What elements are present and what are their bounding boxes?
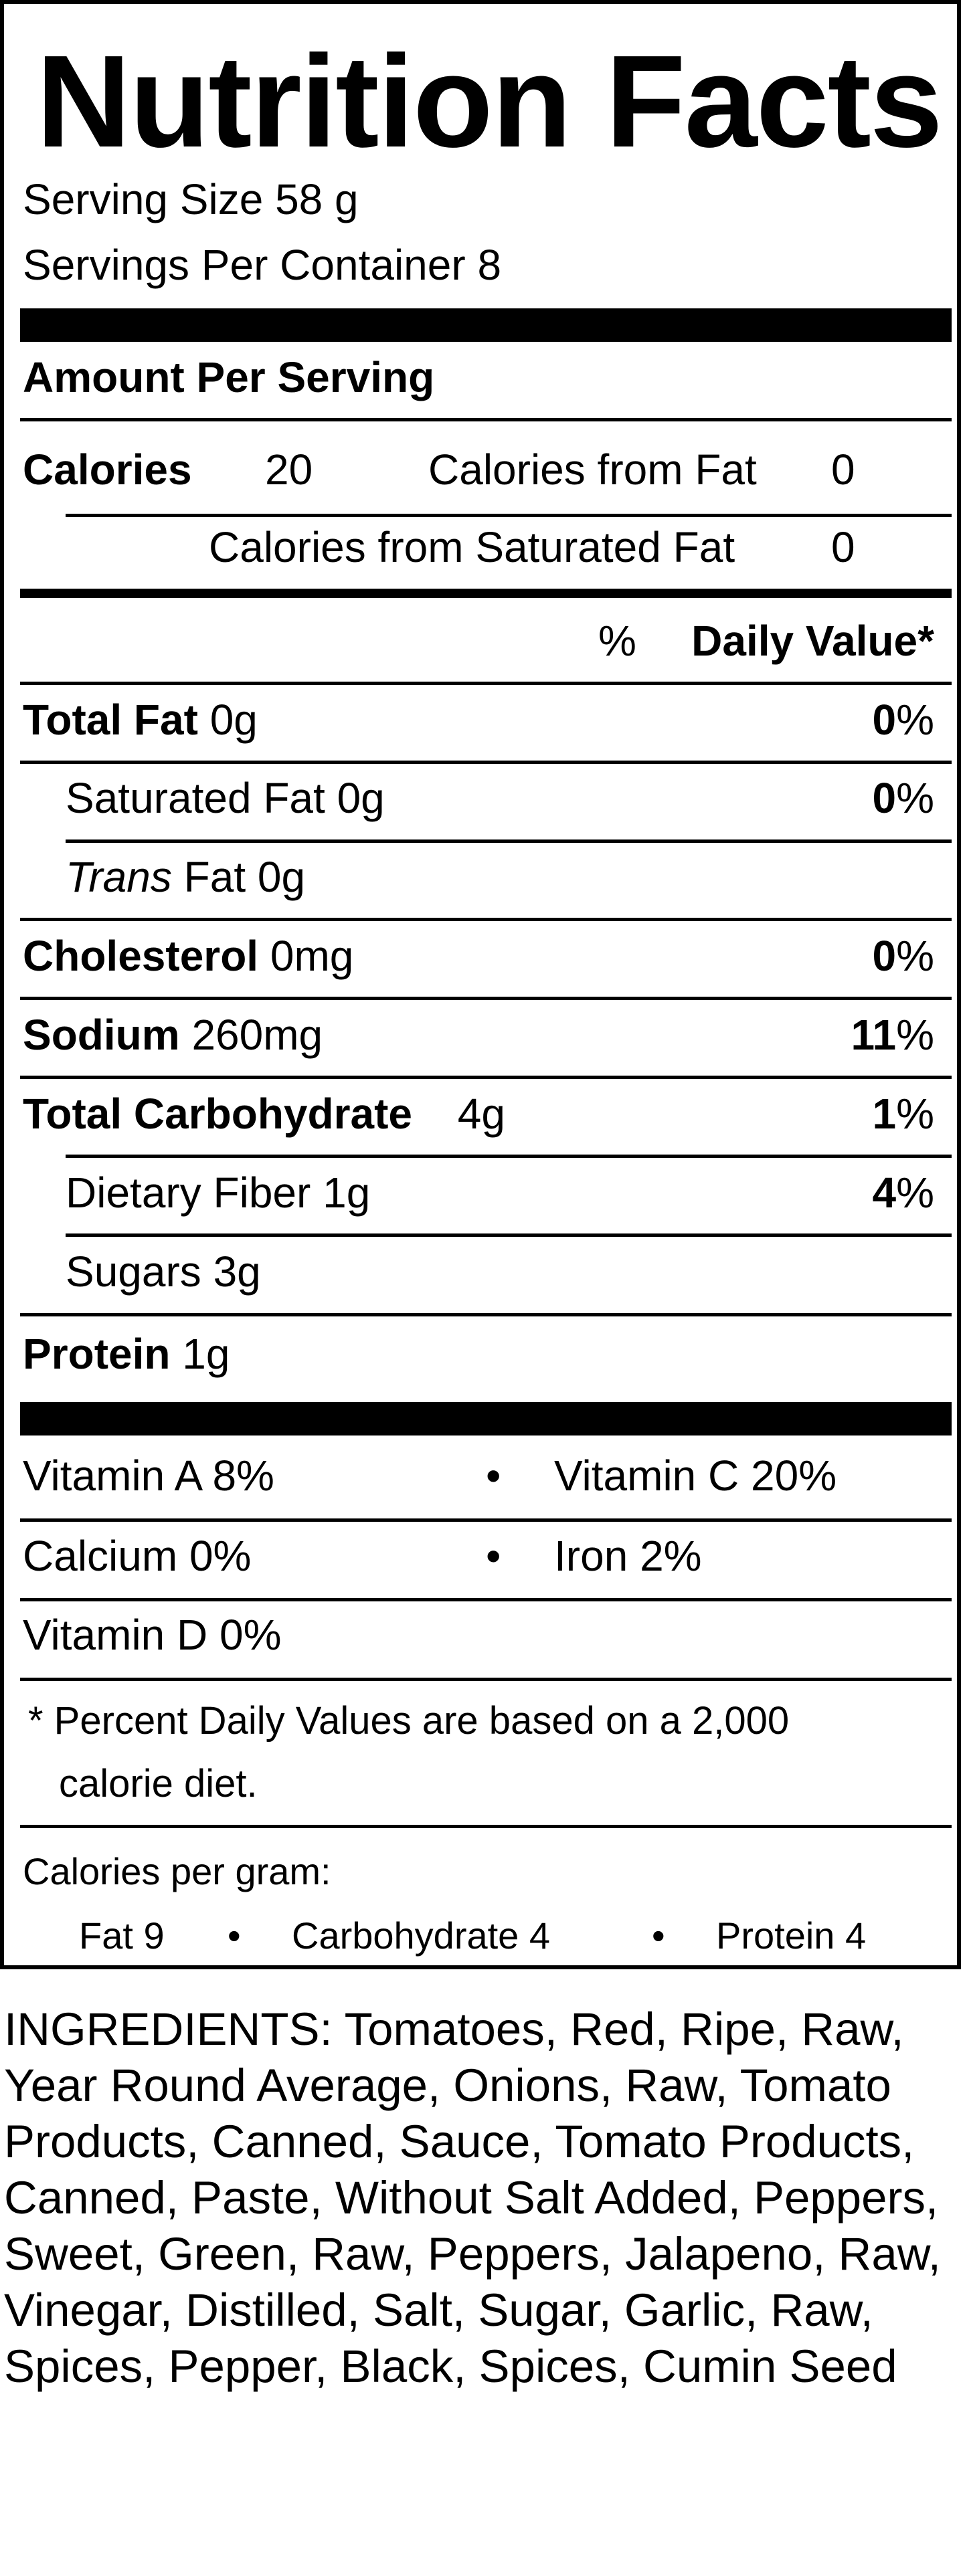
label-title: Nutrition Facts xyxy=(36,28,943,175)
divider xyxy=(66,1233,952,1237)
thick-divider-bottom xyxy=(20,1402,952,1435)
trans-fat-label-italic: Trans xyxy=(66,853,172,901)
cholesterol-amount: 0mg xyxy=(270,932,354,980)
total-carbohydrate-dv: 1% xyxy=(873,1092,935,1135)
saturated-fat-amount: 0g xyxy=(337,774,385,822)
calcium: Calcium 0% xyxy=(23,1532,252,1580)
cholesterol-label: Cholesterol xyxy=(23,932,259,980)
vitamin-d: Vitamin D 0% xyxy=(23,1611,282,1659)
divider xyxy=(20,1518,952,1522)
divider xyxy=(20,1076,952,1079)
bullet: • xyxy=(652,1914,665,1957)
protein-label: Protein xyxy=(23,1330,171,1378)
footnote-line1: * Percent Daily Values are based on a 2,… xyxy=(28,1699,790,1743)
sodium-dv: 11% xyxy=(851,1013,934,1056)
sodium-amount: 260mg xyxy=(191,1011,323,1059)
total-fat-dv-pct: % xyxy=(896,696,934,744)
nutrient-row-total-fat: Total Fat 0g xyxy=(23,698,258,741)
total-fat-dv: 0% xyxy=(873,698,935,741)
nutrient-row-trans-fat: Trans Fat 0g xyxy=(66,856,305,898)
total-fat-label: Total Fat xyxy=(23,696,198,744)
divider xyxy=(20,682,952,685)
protein-amount: 1g xyxy=(182,1330,230,1378)
cholesterol-dv-pct: % xyxy=(896,932,934,980)
dietary-fiber-dv-pct: % xyxy=(896,1169,934,1217)
daily-value-header: Daily Value* xyxy=(691,617,934,665)
bullet: • xyxy=(486,1452,501,1500)
medium-divider xyxy=(20,589,952,598)
iron: Iron 2% xyxy=(554,1532,702,1580)
calories-per-gram-label: Calories per gram: xyxy=(23,1850,331,1892)
nutrient-row-saturated-fat: Saturated Fat 0g xyxy=(66,777,385,819)
total-carbohydrate-dv-value: 1 xyxy=(872,1090,897,1138)
total-fat-amount: 0g xyxy=(209,696,258,744)
divider xyxy=(66,514,952,517)
nutrient-row-sodium: Sodium 260mg xyxy=(23,1013,323,1056)
divider xyxy=(20,418,952,421)
nutrient-row-sugars: Sugars 3g xyxy=(66,1250,261,1293)
calories-label: Calories xyxy=(23,445,192,494)
amount-per-serving: Amount Per Serving xyxy=(23,353,435,401)
ingredients-text: INGREDIENTS: Tomatoes, Red, Ripe, Raw, Y… xyxy=(4,2003,941,2392)
saturated-fat-label: Saturated Fat xyxy=(66,774,325,822)
footnote-line2: calorie diet. xyxy=(59,1762,258,1805)
calories-from-fat-label: Calories from Fat xyxy=(428,445,757,494)
calories-value: 20 xyxy=(265,445,313,494)
sugars-amount: 3g xyxy=(213,1248,261,1296)
calories-per-gram-fat: Fat 9 xyxy=(79,1914,165,1957)
saturated-fat-dv: 0% xyxy=(873,777,935,819)
divider xyxy=(20,761,952,764)
calories-from-fat-value: 0 xyxy=(831,445,855,494)
cholesterol-dv: 0% xyxy=(873,934,935,977)
divider xyxy=(20,918,952,921)
nutrition-facts-label: Nutrition Facts Serving Size 58 g Servin… xyxy=(0,0,961,1969)
trans-fat-label: Fat xyxy=(183,853,246,901)
calories-per-gram-carbohydrate: Carbohydrate 4 xyxy=(292,1914,551,1957)
bullet: • xyxy=(486,1532,501,1580)
sodium-label: Sodium xyxy=(23,1011,180,1059)
dietary-fiber-label: Dietary Fiber xyxy=(66,1169,311,1217)
thick-divider-top xyxy=(20,308,952,342)
saturated-fat-dv-pct: % xyxy=(896,774,934,822)
total-carbohydrate-label: Total Carbohydrate xyxy=(23,1090,412,1138)
divider xyxy=(20,997,952,1000)
divider xyxy=(66,1155,952,1158)
vitamin-c: Vitamin C 20% xyxy=(554,1452,837,1500)
total-carbohydrate-amount: 4g xyxy=(457,1090,505,1138)
calories-from-sat-fat-label: Calories from Saturated Fat xyxy=(209,523,735,571)
nutrient-row-cholesterol: Cholesterol 0mg xyxy=(23,934,353,977)
vitamin-a: Vitamin A 8% xyxy=(23,1452,274,1500)
dietary-fiber-dv: 4% xyxy=(873,1171,935,1214)
calories-from-sat-fat-value: 0 xyxy=(831,523,855,571)
total-fat-dv-value: 0 xyxy=(872,696,897,744)
nutrient-row-dietary-fiber: Dietary Fiber 1g xyxy=(66,1171,370,1214)
divider xyxy=(20,1678,952,1681)
dietary-fiber-dv-value: 4 xyxy=(872,1169,897,1217)
divider xyxy=(20,1598,952,1601)
saturated-fat-dv-value: 0 xyxy=(872,774,897,822)
nutrient-row-protein: Protein 1g xyxy=(23,1332,230,1375)
cholesterol-dv-value: 0 xyxy=(872,932,897,980)
divider xyxy=(66,839,952,843)
servings-per-container: Servings Per Container 8 xyxy=(23,241,502,289)
trans-fat-amount: 0g xyxy=(257,853,306,901)
sugars-label: Sugars xyxy=(66,1248,201,1296)
divider xyxy=(20,1825,952,1828)
nutrient-row-total-carbohydrate: Total Carbohydrate 4g xyxy=(23,1092,505,1135)
sodium-dv-value: 11 xyxy=(851,1011,897,1059)
bullet: • xyxy=(228,1914,241,1957)
calories-per-gram-protein: Protein 4 xyxy=(716,1914,867,1957)
dietary-fiber-amount: 1g xyxy=(323,1169,371,1217)
serving-size: Serving Size 58 g xyxy=(23,175,359,223)
total-carbohydrate-dv-pct: % xyxy=(896,1090,934,1138)
sodium-dv-pct: % xyxy=(896,1011,934,1059)
divider xyxy=(20,1313,952,1316)
daily-value-pct: % xyxy=(598,617,636,665)
